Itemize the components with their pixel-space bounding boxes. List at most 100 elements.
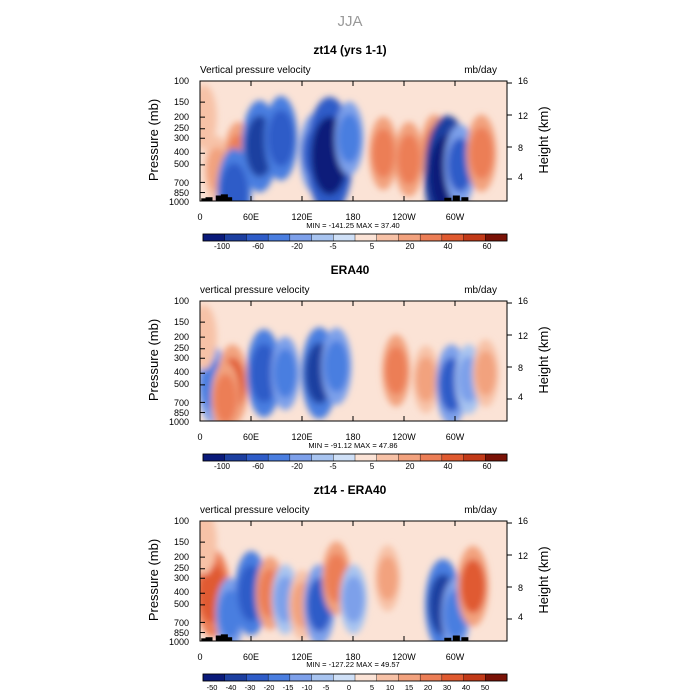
colorbar-label: 20 [406, 462, 415, 471]
colorbar-label: -60 [252, 242, 264, 251]
y-tick-label: 100 [174, 516, 189, 526]
x-tick-label: 60E [243, 432, 259, 442]
y-tick-label: 250 [174, 563, 189, 573]
field-anomaly-core [324, 340, 349, 393]
colorbar-label: 0 [347, 683, 351, 692]
field-anomaly-core [384, 346, 408, 395]
colorbar [202, 453, 508, 462]
colorbar-label: -20 [264, 683, 275, 692]
field-anomaly-core [200, 95, 215, 139]
colorbar-frame [202, 453, 508, 462]
panel-3: zt14 - ERA40 vertical pressure velocity … [146, 483, 551, 692]
colorbar-swatch [376, 233, 399, 242]
x-tick-label: 180 [345, 652, 360, 662]
panel-left-label: Vertical pressure velocity [200, 65, 311, 76]
colorbar-label: 5 [370, 683, 374, 692]
colorbar-label: 20 [424, 683, 432, 692]
colorbar-label: -50 [207, 683, 218, 692]
colorbar-swatch [419, 453, 443, 462]
field-anomaly-core [447, 137, 473, 192]
colorbar-swatch [485, 233, 508, 242]
y-tick-label: 400 [174, 147, 189, 157]
colorbar-labels: -50 -40 -30 -20 -15 -10 -5 0 5 10 15 20 … [207, 683, 490, 692]
x-tick-label: 60W [446, 432, 465, 442]
colorbar-label: -100 [214, 242, 231, 251]
panel-title: zt14 - ERA40 [314, 483, 387, 497]
y-tick-labels: 100 150 200 250 300 400 500 700 850 1000 [169, 516, 189, 647]
colorbar-label: 5 [370, 242, 375, 251]
field-anomaly-core [460, 559, 486, 614]
colorbar-swatch [267, 673, 291, 682]
colorbar-labels: -100 -60 -20 -5 5 20 40 60 [214, 242, 492, 251]
colorbar-label: -20 [291, 242, 303, 251]
x-tick-label: 60W [446, 212, 465, 222]
y-tick-label: 200 [174, 112, 189, 122]
y-tick-label: 250 [174, 343, 189, 353]
colorbar-swatch [376, 453, 399, 462]
colorbar-swatch [224, 453, 247, 462]
x-tick-label: 0 [197, 432, 202, 442]
colorbar-label: -5 [329, 462, 337, 471]
x-tick-label: 120E [291, 652, 312, 662]
x-tick-labels: 0 60E 120E 180 120W 60W [197, 212, 464, 222]
y-tick-label: 500 [174, 599, 189, 609]
y-tick-label: 1000 [169, 197, 189, 207]
y-tick-label: 150 [174, 97, 189, 107]
height-tick-label: 8 [518, 143, 523, 153]
height-tick-labels: 16 12 8 4 [518, 296, 528, 402]
colorbar-swatch [311, 673, 334, 682]
colorbar-swatch [354, 673, 378, 682]
colorbar-swatch [246, 453, 269, 462]
field-anomaly-core [342, 576, 365, 623]
field-anomaly-core [200, 315, 215, 359]
colorbar-swatch [311, 233, 334, 242]
colorbar-swatch [311, 453, 334, 462]
colorbar-swatch [267, 233, 291, 242]
terrain-block [461, 197, 469, 201]
x-tick-label: 60E [243, 212, 259, 222]
x-tick-label: 60W [446, 652, 465, 662]
y-tick-label: 700 [174, 178, 189, 188]
y-tick-label: 500 [174, 379, 189, 389]
y-tick-label: 200 [174, 552, 189, 562]
right-axis-label: Height (km) [536, 106, 551, 173]
colorbar-swatch [289, 453, 313, 462]
panel-plot-area [199, 300, 512, 422]
x-tick-label: 120W [392, 212, 416, 222]
height-tick-label: 12 [518, 111, 528, 121]
terrain-block [205, 637, 213, 641]
terrain-block [215, 635, 223, 641]
x-tick-label: 60E [243, 652, 259, 662]
colorbar-swatch [441, 673, 465, 682]
height-tick-label: 4 [518, 172, 523, 182]
colorbar-swatch [419, 673, 443, 682]
height-tick-label: 12 [518, 331, 528, 341]
field-anomaly-core [475, 350, 497, 396]
colorbar-swatch [354, 453, 378, 462]
colorbar-swatch [463, 233, 486, 242]
terrain-block [461, 637, 469, 641]
colorbar-swatch [354, 233, 378, 242]
height-tick-label: 16 [518, 76, 528, 86]
figure-title: JJA [337, 13, 362, 30]
y-tick-label: 400 [174, 587, 189, 597]
terrain-block [205, 197, 213, 201]
colorbar-swatch [441, 233, 465, 242]
y-tick-label: 500 [174, 159, 189, 169]
colorbar-swatch [398, 453, 421, 462]
x-tick-label: 180 [345, 212, 360, 222]
field-anomaly-core [267, 110, 295, 167]
field-anomaly-core [469, 127, 494, 179]
colorbar-swatch [202, 233, 226, 242]
colorbar-label: -5 [323, 683, 330, 692]
colorbar-swatch [224, 673, 247, 682]
terrain-block [201, 198, 209, 201]
terrain-block [452, 635, 460, 641]
colorbar-label: -15 [283, 683, 294, 692]
colorbar-label: 40 [444, 242, 453, 251]
y-tick-labels: 100 150 200 250 300 400 500 700 850 1000 [169, 76, 189, 207]
colorbar-swatch [246, 673, 269, 682]
y-tick-label: 100 [174, 296, 189, 306]
terrain-block [215, 195, 223, 201]
colorbar-swatch [463, 673, 486, 682]
